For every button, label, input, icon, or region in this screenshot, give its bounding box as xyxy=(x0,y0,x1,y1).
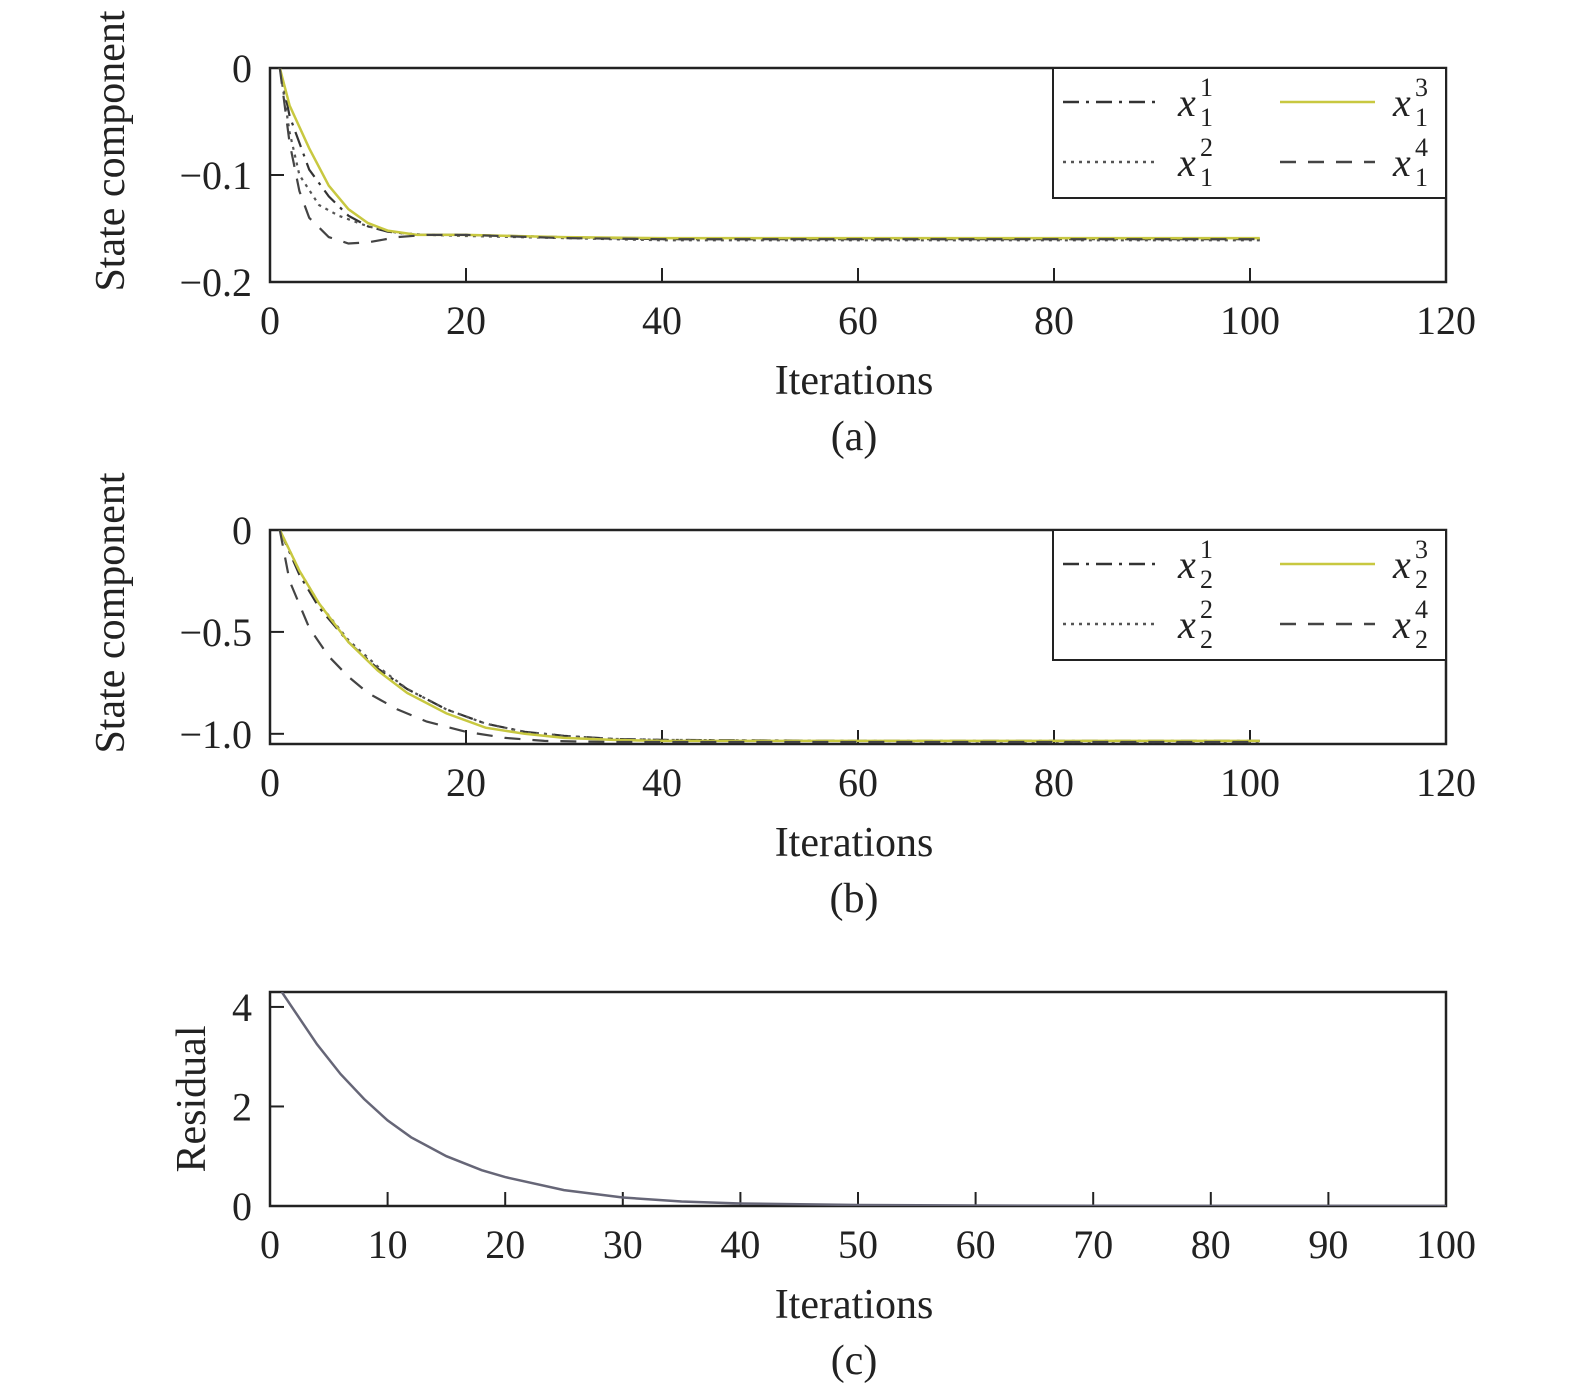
legend-label: x xyxy=(1392,602,1411,647)
x-axis-label: Iterations xyxy=(775,358,934,404)
x-tick-label: 90 xyxy=(1308,1222,1348,1267)
x-tick-label: 80 xyxy=(1034,760,1074,805)
panel-c: 0 10 20 30 40 50 60 70 80 90 100 0 2 4 Iterations (c) Re… xyxy=(169,985,1476,1384)
series-line-1 xyxy=(280,992,1446,1206)
y-tick-label: 4 xyxy=(232,985,252,1030)
panel-caption: (c) xyxy=(831,1338,878,1384)
x-tick-label: 100 xyxy=(1220,298,1280,343)
x-tick-label: 80 xyxy=(1034,298,1074,343)
y-tick-label: −1.0 xyxy=(179,712,252,757)
legend-label-subscript: 1 xyxy=(1200,163,1213,192)
legend-label: x xyxy=(1392,80,1411,125)
legend-label-superscript: 2 xyxy=(1200,133,1213,162)
legend-label-subscript: 2 xyxy=(1415,625,1428,654)
x-tick-label: 40 xyxy=(720,1222,760,1267)
legend-label-subscript: 2 xyxy=(1200,625,1213,654)
x-tick-label: 0 xyxy=(260,298,280,343)
legend-label-superscript: 1 xyxy=(1200,535,1213,564)
legend-label: x xyxy=(1392,140,1411,185)
legend-label: x xyxy=(1392,542,1411,587)
x-axis-label: Iterations xyxy=(775,1282,934,1328)
y-tick-label: −0.5 xyxy=(179,610,252,655)
x-tick-label: 10 xyxy=(368,1222,408,1267)
x-tick-label: 20 xyxy=(446,298,486,343)
y-tick-label: 2 xyxy=(232,1084,252,1129)
legend-label-superscript: 3 xyxy=(1415,73,1428,102)
x-tick-label: 60 xyxy=(838,298,878,343)
legend-label-superscript: 2 xyxy=(1200,595,1213,624)
series-line-4 xyxy=(278,530,1260,744)
x-tick-label: 100 xyxy=(1220,760,1280,805)
x-tick-label: 50 xyxy=(838,1222,878,1267)
legend-label-subscript: 1 xyxy=(1415,103,1428,132)
legend-label: x xyxy=(1177,140,1196,185)
legend-label-superscript: 3 xyxy=(1415,535,1428,564)
x-tick-label: 40 xyxy=(642,298,682,343)
panel-caption: (a) xyxy=(831,414,878,460)
y-axis-label: State component xyxy=(88,10,134,291)
legend-label-superscript: 4 xyxy=(1415,133,1428,162)
legend-label-subscript: 2 xyxy=(1415,565,1428,594)
series-line-4 xyxy=(278,68,1260,245)
x-tick-label: 0 xyxy=(260,760,280,805)
y-tick-label: 0 xyxy=(232,508,252,553)
x-tick-label: 40 xyxy=(642,760,682,805)
panel-caption: (b) xyxy=(830,876,879,922)
panel-a: 0 20 40 60 80 100 120 0 −0.1 −0.2 Iterations (a) Sta… xyxy=(88,10,1476,460)
legend-label: x xyxy=(1177,80,1196,125)
legend-label-subscript: 2 xyxy=(1200,565,1213,594)
y-axis-label: Residual xyxy=(169,1026,215,1173)
x-axis-label: Iterations xyxy=(775,820,934,866)
x-tick-label: 60 xyxy=(956,1222,996,1267)
legend-box xyxy=(1052,67,1447,199)
x-tick-label: 20 xyxy=(485,1222,525,1267)
legend-box xyxy=(1052,529,1447,661)
x-tick-label: 100 xyxy=(1416,1222,1476,1267)
x-tick-label: 120 xyxy=(1416,760,1476,805)
x-tick-label: 70 xyxy=(1073,1222,1113,1267)
legend-label-subscript: 1 xyxy=(1200,103,1213,132)
legend-label-subscript: 1 xyxy=(1415,163,1428,192)
panel-b: 0 20 40 60 80 100 120 0 −0.5 −1.0 Iterations (b) Sta… xyxy=(88,472,1476,922)
y-tick-label: 0 xyxy=(232,1184,252,1229)
legend-label-superscript: 1 xyxy=(1200,73,1213,102)
series-line-1 xyxy=(278,68,1260,241)
x-tick-label: 60 xyxy=(838,760,878,805)
x-tick-label: 80 xyxy=(1191,1222,1231,1267)
x-tick-label: 0 xyxy=(260,1222,280,1267)
x-tick-label: 20 xyxy=(446,760,486,805)
y-tick-label: −0.1 xyxy=(179,153,252,198)
plot-frame xyxy=(268,990,1448,1208)
x-tick-label: 30 xyxy=(603,1222,643,1267)
x-tick-label: 120 xyxy=(1416,298,1476,343)
y-axis-label: State component xyxy=(88,472,134,753)
y-tick-label: 0 xyxy=(232,46,252,91)
y-tick-label: −0.2 xyxy=(179,260,252,305)
legend-label: x xyxy=(1177,602,1196,647)
legend-label-superscript: 4 xyxy=(1415,595,1428,624)
legend-label: x xyxy=(1177,542,1196,587)
